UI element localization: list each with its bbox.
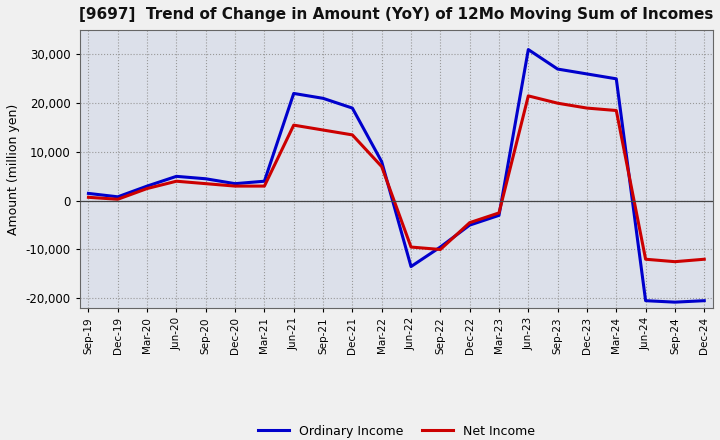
Y-axis label: Amount (million yen): Amount (million yen) [7,103,20,235]
Net Income [465,220,474,225]
Ordinary Income [377,159,386,165]
Net Income [202,181,210,186]
Net Income [436,247,445,252]
Ordinary Income [319,95,328,101]
Ordinary Income [436,244,445,249]
Ordinary Income [465,223,474,228]
Net Income [642,257,650,262]
Net Income [407,244,415,249]
Ordinary Income [495,213,503,218]
Ordinary Income [524,47,533,52]
Net Income [84,194,93,200]
Ordinary Income [553,66,562,72]
Net Income [553,101,562,106]
Ordinary Income [612,76,621,81]
Ordinary Income [172,174,181,179]
Net Income [612,108,621,113]
Net Income [230,183,239,189]
Ordinary Income [407,264,415,269]
Net Income [289,122,298,128]
Net Income [670,259,679,264]
Ordinary Income [700,298,708,303]
Net Income [172,179,181,184]
Net Income [319,127,328,132]
Ordinary Income [230,181,239,186]
Net Income [524,93,533,99]
Ordinary Income [260,179,269,184]
Ordinary Income [670,300,679,305]
Net Income [377,164,386,169]
Net Income [495,210,503,216]
Line: Net Income: Net Income [89,96,704,262]
Line: Ordinary Income: Ordinary Income [89,50,704,302]
Ordinary Income [348,106,356,111]
Net Income [582,106,591,111]
Ordinary Income [289,91,298,96]
Net Income [260,183,269,189]
Title: [9697]  Trend of Change in Amount (YoY) of 12Mo Moving Sum of Incomes: [9697] Trend of Change in Amount (YoY) o… [79,7,714,22]
Ordinary Income [202,176,210,181]
Net Income [700,257,708,262]
Ordinary Income [84,191,93,196]
Ordinary Income [642,298,650,303]
Legend: Ordinary Income, Net Income: Ordinary Income, Net Income [253,420,540,440]
Net Income [348,132,356,138]
Net Income [143,186,151,191]
Ordinary Income [143,183,151,189]
Ordinary Income [114,194,122,199]
Ordinary Income [582,71,591,77]
Net Income [114,197,122,202]
